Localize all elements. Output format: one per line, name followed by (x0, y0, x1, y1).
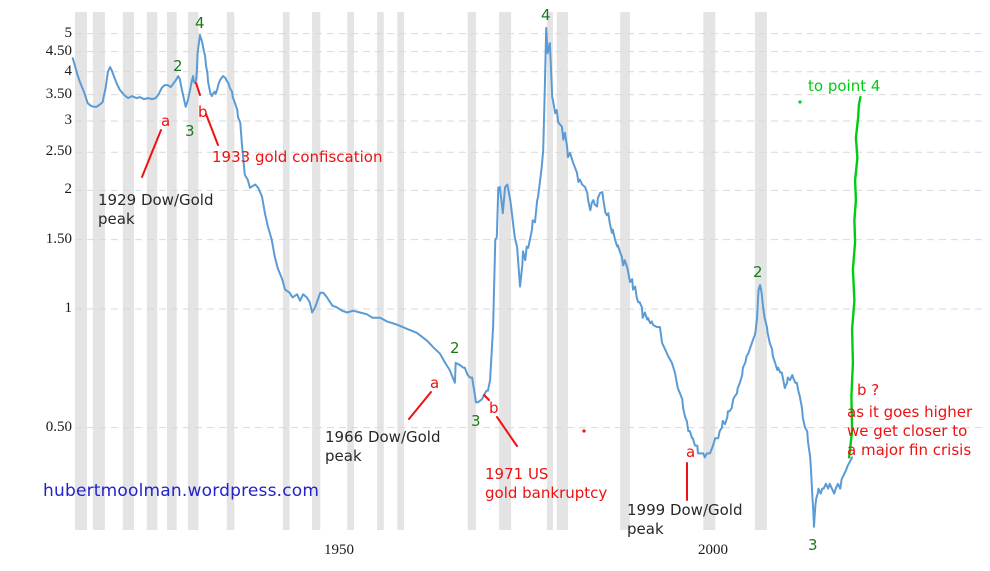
recession-band (620, 12, 630, 530)
recession-band (703, 12, 716, 530)
recession-band (146, 12, 158, 530)
recession-band (347, 12, 354, 530)
annotation-point-a-1999: a (686, 443, 696, 461)
annotation-label-to-point-4: to point 4 (808, 77, 881, 95)
recession-band (754, 12, 767, 530)
watermark-link: hubertmoolman.wordpress.com (43, 481, 320, 501)
annotation-label-1999-peak: 1999 Dow/Gold peak (627, 501, 743, 538)
recession-band (556, 12, 568, 530)
annotation-wave-3-2018: 3 (808, 536, 818, 554)
recession-band (467, 12, 476, 530)
annotation-label-1933-confiscation: 1933 gold confiscation (212, 148, 383, 166)
y-tick-label: 1.50 (45, 231, 72, 247)
annotation-label-1929-peak: 1929 Dow/Gold peak (98, 191, 214, 228)
annotation-wave-3-1929: 3 (185, 122, 195, 140)
annotation-point-b-1933: b (198, 103, 208, 121)
recession-band (546, 12, 553, 530)
x-tick-label: 2000 (698, 542, 728, 558)
paint-speck (582, 429, 586, 433)
y-tick-label: 2.50 (45, 143, 72, 159)
annotation-point-a-1929: a (161, 112, 171, 130)
annotation-point-a-1966: a (430, 374, 440, 392)
recession-band (122, 12, 134, 530)
recession-band (312, 12, 321, 530)
y-tick-label: 4 (64, 63, 73, 79)
recession-band (377, 12, 384, 530)
y-tick-label: 0.50 (45, 419, 72, 435)
annotation-label-crisis-note: as it goes higher we get closer to a maj… (847, 403, 973, 459)
annotation-connector (408, 391, 432, 420)
recession-band (167, 12, 177, 530)
y-tick-label: 5 (64, 25, 73, 41)
annotation-wave-2-2011: 2 (753, 263, 763, 281)
paint-speck (798, 100, 802, 104)
annotation-connector (483, 394, 490, 401)
y-tick-label: 1 (64, 300, 73, 316)
annotation-wave-2-1966: 2 (450, 339, 460, 357)
projection-to-point-4 (847, 95, 862, 459)
gold-dow-ratio-line (71, 26, 854, 528)
annotation-wave-2-1928: 2 (173, 57, 183, 75)
annotation-connector (195, 82, 201, 96)
recession-band (282, 12, 290, 530)
x-tick-label: 1950 (324, 542, 354, 558)
recession-band (397, 12, 404, 530)
annotation-connector (205, 113, 219, 146)
recession-band (499, 12, 512, 530)
recession-band (92, 12, 105, 530)
annotation-label-1966-peak: 1966 Dow/Gold peak (325, 428, 441, 465)
y-tick-label: 4.50 (45, 43, 72, 59)
recession-band (226, 12, 235, 530)
annotation-wave-4-1932: 4 (195, 14, 205, 32)
recession-band (75, 12, 87, 530)
annotation-connector (496, 416, 518, 447)
annotation-label-b-question: b ? (857, 381, 880, 399)
annotation-wave-4-1980: 4 (541, 6, 551, 24)
annotation-point-b-1971: b (489, 399, 499, 417)
y-tick-label: 2 (64, 181, 73, 197)
recession-band (187, 12, 199, 530)
y-tick-label: 3 (64, 112, 73, 128)
annotation-wave-3-1970: 3 (471, 412, 481, 430)
annotation-connector (141, 129, 162, 178)
y-tick-label: 3.50 (45, 86, 72, 102)
annotation-label-1971-bankruptcy: 1971 US gold bankruptcy (485, 465, 608, 502)
